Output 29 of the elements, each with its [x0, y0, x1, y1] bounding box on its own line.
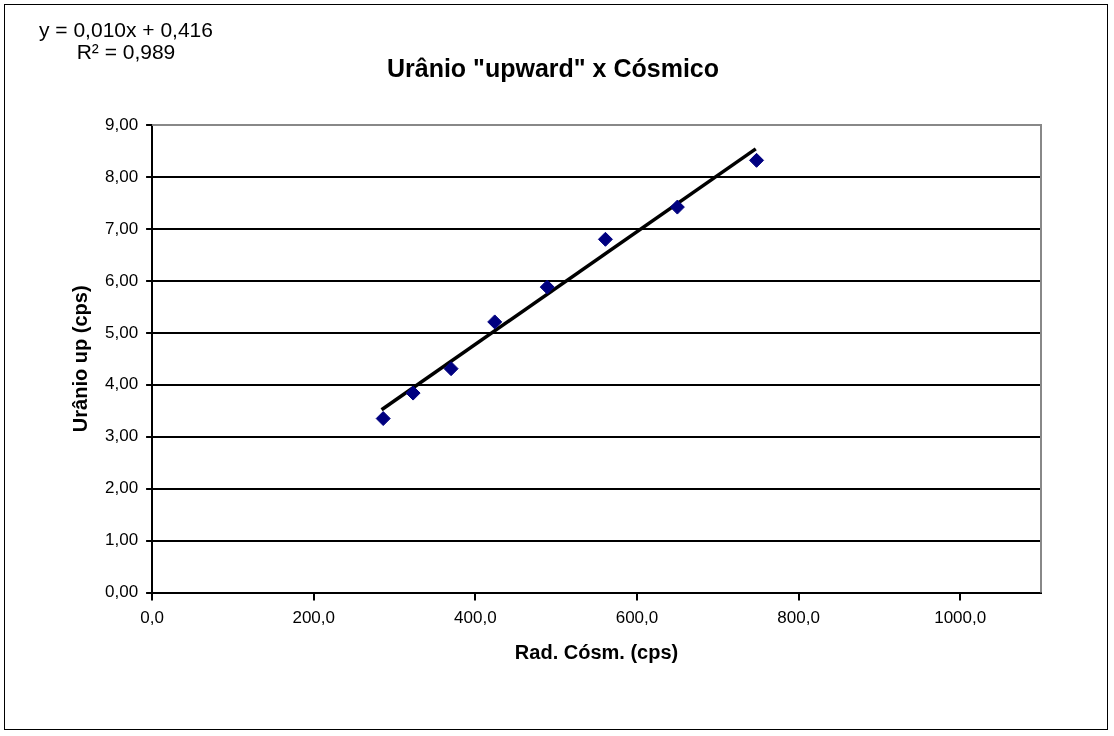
y-tick-label: 6,00 [104, 270, 139, 290]
x-tick-label: 400,0 [454, 608, 497, 628]
x-axis-title: Rad. Cósm. (cps) [514, 640, 679, 663]
y-axis-title: Urânio up (cps) [68, 285, 91, 433]
point [749, 152, 765, 168]
y-tick-label: 1,00 [104, 530, 139, 550]
x-tick-label: 0,0 [140, 608, 164, 628]
point [597, 231, 613, 247]
point [443, 361, 459, 377]
point [405, 385, 421, 401]
y-tick-label: 0,00 [104, 582, 139, 602]
point [539, 279, 555, 295]
point [375, 411, 391, 427]
y-tick-label: 5,00 [104, 322, 139, 342]
text: R² = 0,989 [75, 40, 177, 63]
x-tick-label: 200,0 [292, 608, 335, 628]
y-tick-label: 8,00 [104, 166, 139, 186]
point [487, 314, 503, 330]
y-tick-label: 2,00 [104, 478, 139, 498]
y-tick-label: 3,00 [104, 426, 139, 446]
x-tick-label: 1000,0 [934, 608, 987, 628]
chart-title: Urânio "upward" x Cósmico [386, 53, 720, 82]
y-tick-label: 4,00 [104, 374, 139, 394]
y-tick-label: 9,00 [104, 114, 139, 134]
text: y = 0,010x + 0,416 [39, 18, 213, 41]
x-tick-label: 600,0 [615, 608, 659, 628]
y-tick-label: 7,00 [104, 218, 139, 238]
point [669, 199, 685, 215]
x-tick-label: 800,0 [777, 608, 820, 628]
